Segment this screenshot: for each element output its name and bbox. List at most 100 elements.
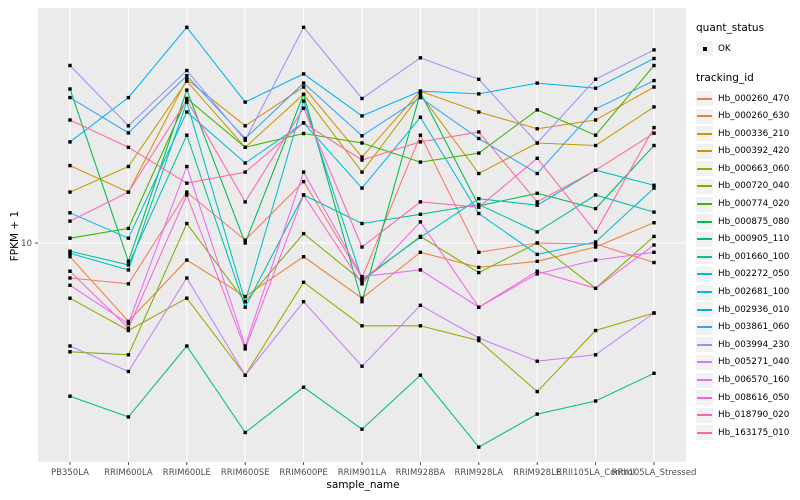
data-point (126, 226, 131, 231)
data-point (360, 114, 364, 118)
data-point (360, 364, 364, 368)
data-point (593, 245, 598, 249)
x-tick-label: RRII105LA_Stressed (612, 468, 697, 478)
data-point (535, 230, 539, 234)
data-point (126, 95, 131, 100)
data-point (652, 143, 656, 148)
data-point (301, 255, 306, 259)
data-point (535, 269, 539, 273)
legend-item-label: Hb_000336_210 (718, 128, 790, 139)
legend-item-Hb_006570_160: Hb_006570_160 (696, 372, 800, 388)
data-point (652, 260, 656, 265)
line-swatch-icon (697, 308, 712, 311)
data-point (593, 118, 598, 122)
data-point (243, 145, 247, 149)
line-swatch-icon (697, 326, 712, 329)
line-swatch-icon (697, 185, 712, 188)
data-point (593, 353, 598, 357)
data-point (68, 276, 72, 280)
data-point (68, 296, 72, 300)
x-tick-label: PB350LA (51, 468, 89, 478)
data-point (652, 250, 656, 254)
data-point (477, 130, 481, 134)
data-point (185, 193, 189, 197)
data-point (126, 236, 131, 240)
data-point (185, 181, 189, 185)
data-point (360, 141, 364, 145)
data-point (360, 282, 364, 286)
data-point (593, 107, 598, 111)
data-point (243, 170, 247, 174)
data-point (535, 241, 539, 245)
legend-key (696, 161, 713, 177)
data-point (68, 211, 72, 215)
legend-item-quant-status: OK (696, 41, 800, 56)
legend-item-label: Hb_163175_010 (718, 427, 790, 438)
data-point (301, 121, 306, 125)
data-point (418, 140, 423, 144)
line-swatch-icon (697, 396, 712, 399)
data-point (360, 274, 364, 279)
data-point (418, 268, 423, 272)
data-point (535, 259, 539, 263)
line-swatch-icon (697, 431, 712, 434)
data-point (301, 231, 306, 236)
y-axis-title: FPKM + 1 (9, 210, 21, 262)
data-point (68, 140, 72, 144)
data-point (360, 155, 364, 159)
data-point (243, 138, 247, 142)
data-point (593, 133, 598, 137)
line-swatch-icon (697, 132, 712, 135)
data-point (418, 160, 423, 164)
data-point (652, 371, 656, 375)
legend-item-label: OK (718, 43, 731, 54)
data-point (360, 170, 364, 174)
data-point (301, 72, 306, 76)
legend-key (696, 108, 713, 124)
data-point (360, 245, 364, 249)
data-point (301, 99, 306, 103)
legend-item-Hb_000774_020: Hb_000774_020 (696, 196, 800, 212)
legend-item-Hb_003861_060: Hb_003861_060 (696, 319, 800, 335)
data-point (593, 242, 598, 246)
data-point (68, 118, 72, 122)
data-point (243, 238, 247, 242)
data-point (126, 263, 131, 267)
data-point (243, 347, 247, 351)
legend-key (696, 302, 713, 318)
legend-item-label: Hb_000905_110 (718, 234, 790, 245)
legend-item-Hb_000875_080: Hb_000875_080 (696, 214, 800, 230)
data-point (593, 286, 598, 290)
data-point (652, 243, 656, 247)
legend-key (696, 425, 713, 441)
data-point (243, 241, 247, 245)
data-point (477, 197, 481, 201)
data-point (126, 124, 131, 128)
data-point (593, 86, 598, 90)
data-point (477, 305, 481, 309)
data-point (360, 96, 364, 101)
data-point (68, 249, 72, 253)
data-point (301, 106, 306, 110)
data-point (418, 200, 423, 204)
x-tick-label: RRIM928LA (454, 468, 503, 478)
data-point (126, 369, 131, 374)
legend-key (696, 143, 713, 159)
data-point (418, 303, 423, 307)
legend-item-label: Hb_006570_160 (718, 375, 790, 385)
legend-item-label: Hb_002681_100 (718, 287, 790, 298)
data-point (418, 133, 423, 137)
line-swatch-icon (697, 255, 712, 258)
data-point (126, 268, 131, 272)
legend-item-Hb_018790_020: Hb_018790_020 (696, 407, 800, 423)
data-point (243, 430, 247, 435)
legend-key (696, 319, 713, 335)
legend-item-label: Hb_003994_230 (718, 339, 790, 350)
data-point (185, 221, 189, 226)
data-point (68, 63, 72, 68)
data-point (301, 131, 306, 136)
data-point (68, 255, 72, 259)
legend-key (696, 372, 713, 388)
legend-item-Hb_002936_010: Hb_002936_010 (696, 302, 800, 318)
data-point (652, 125, 656, 130)
